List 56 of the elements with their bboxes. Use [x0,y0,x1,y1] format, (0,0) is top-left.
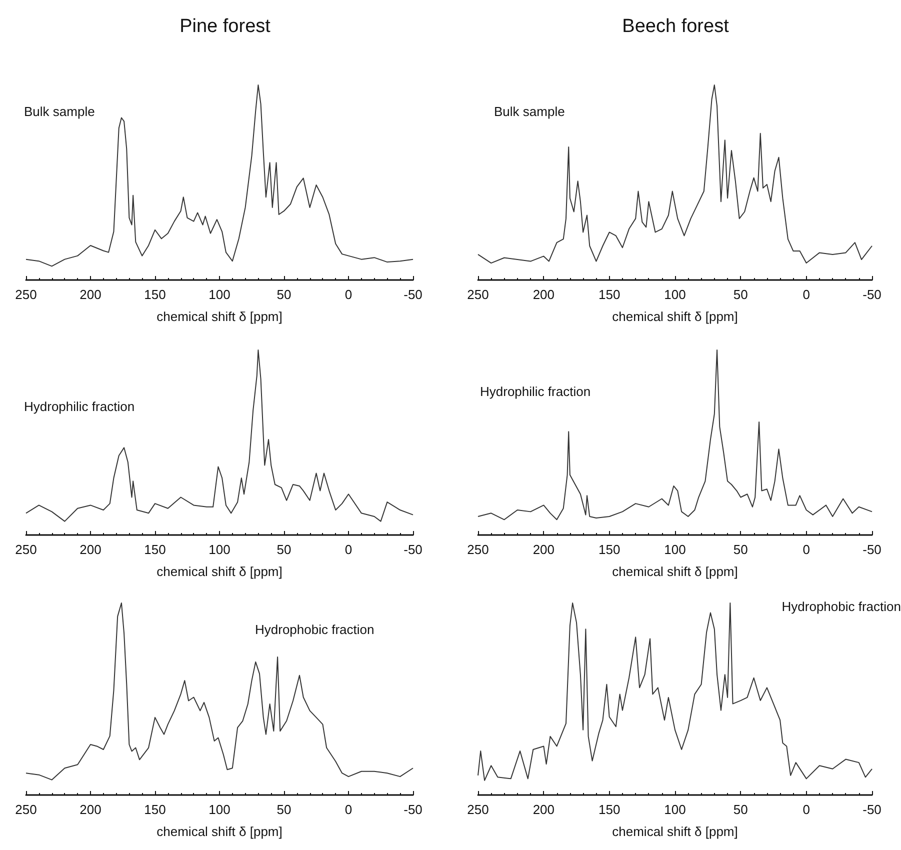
x-axis-title: chemical shift δ [ppm] [612,564,738,579]
x-tick-label: 250 [467,802,489,817]
x-tick-label: -50 [404,542,422,557]
annotation: Hydrophilic fraction [24,399,135,414]
chart-title: Pine forest [180,16,272,37]
x-tick-label: 50 [733,542,748,557]
x-tick-label: -50 [404,287,422,302]
x-tick-label: 100 [208,287,230,302]
x-tick-label: 250 [467,287,489,302]
x-tick-label: 0 [344,542,352,557]
x-tick-label: 200 [80,802,102,817]
x-axis-title: chemical shift δ [ppm] [156,309,282,324]
x-tick-label: 100 [208,542,230,557]
x-tick-label: 50 [733,287,748,302]
x-tick-label: 50 [276,802,292,817]
x-tick-label: 250 [467,542,489,557]
x-tick-label: 150 [144,287,166,302]
x-tick-label: 0 [344,287,352,302]
x-tick-label: 200 [532,542,555,557]
x-tick-label: 0 [802,287,810,302]
x-tick-label: 200 [80,542,102,557]
x-tick-label: 0 [344,802,352,817]
x-tick-label: -50 [862,542,882,557]
x-axis-title: chemical shift δ [ppm] [612,824,738,839]
annotation: Hydrophilic fraction [480,384,591,399]
x-tick-label: 200 [532,287,555,302]
x-tick-label: 150 [598,802,620,817]
x-tick-label: 150 [144,802,166,817]
x-tick-label: 200 [532,802,555,817]
x-tick-label: 100 [664,802,686,817]
x-tick-label: 250 [15,287,37,302]
chart-title: Beech forest [622,16,730,37]
x-tick-label: 100 [664,542,686,557]
annotation: Bulk sample [24,104,95,119]
x-tick-label: 150 [144,542,166,557]
x-axis-title: chemical shift δ [ppm] [156,824,282,839]
x-tick-label: 50 [276,287,292,302]
x-tick-label: 200 [80,287,102,302]
x-tick-label: 250 [15,542,37,557]
x-tick-label: 150 [598,287,620,302]
x-tick-label: -50 [862,802,882,817]
annotation: Bulk sample [494,104,565,119]
x-tick-label: 50 [733,802,748,817]
x-tick-label: 0 [802,542,810,557]
x-tick-label: 100 [208,802,230,817]
x-tick-label: 0 [802,802,810,817]
x-tick-label: 50 [276,542,292,557]
x-tick-label: 150 [598,542,620,557]
x-tick-label: 100 [664,287,686,302]
annotation: Hydrophobic fraction [782,599,901,614]
x-tick-label: -50 [404,802,422,817]
x-tick-label: 250 [15,802,37,817]
annotation: Hydrophobic fraction [255,622,374,637]
x-axis-title: chemical shift δ [ppm] [156,564,282,579]
x-tick-label: -50 [862,287,882,302]
x-axis-title: chemical shift δ [ppm] [612,309,738,324]
